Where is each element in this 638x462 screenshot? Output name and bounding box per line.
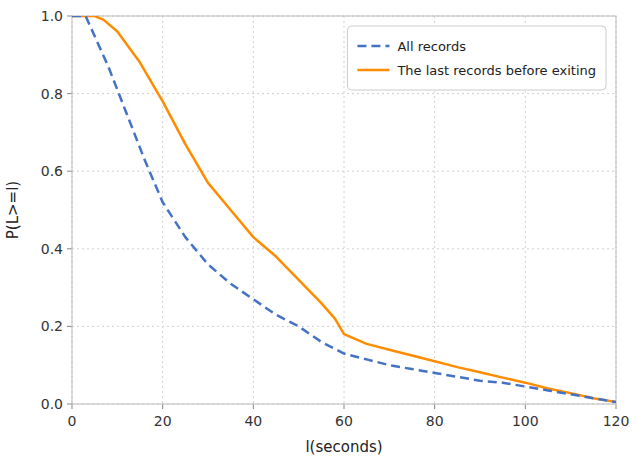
tick-label-x: 20: [154, 413, 172, 429]
legend-handle: [357, 69, 389, 72]
series-line: [72, 16, 616, 402]
tick-x: [525, 404, 526, 409]
axes: 0 20 40 60 80 100 120 0.0 0.2 0.4 0.6 0.8 1.0: [41, 8, 630, 429]
tick-label-y: 1.0: [41, 8, 63, 24]
tick-x: [162, 404, 163, 409]
tick-x: [616, 404, 617, 409]
chart: 0 20 40 60 80 100 120 0.0 0.2 0.4 0.6 0.8 1.0 l(secon…: [0, 0, 638, 462]
grid-line-x: [253, 16, 254, 404]
tick-label-y: 0.8: [41, 86, 63, 102]
tick-label-x: 80: [426, 413, 444, 429]
tick-label-x: 60: [335, 413, 353, 429]
grid-line-x: [162, 16, 163, 404]
x-axis-label: l(seconds): [305, 438, 382, 456]
tick-label-x: 0: [68, 413, 77, 429]
tick-label-x: 40: [244, 413, 262, 429]
tick-y: [67, 93, 72, 94]
grid-line-x: [344, 16, 345, 404]
tick-x: [72, 404, 73, 409]
y-axis-label: P(L>=l): [4, 181, 22, 239]
grid: [72, 16, 616, 404]
tick-label-x: 120: [603, 413, 630, 429]
tick-y: [67, 248, 72, 249]
background: [0, 0, 638, 462]
tick-label-y: 0.2: [41, 318, 63, 334]
tick-y: [67, 171, 72, 172]
grid-line-y: [72, 248, 616, 249]
series-line: [72, 16, 616, 402]
tick-y: [67, 404, 72, 405]
legend-box: [347, 26, 606, 90]
series-group: [72, 16, 616, 402]
legend: All records The last records before exiti…: [347, 26, 606, 90]
tick-x: [344, 404, 345, 409]
tick-label-y: 0.4: [41, 241, 63, 257]
legend-handle: [357, 45, 389, 48]
legend-label: All records: [397, 39, 466, 54]
tick-x: [253, 404, 254, 409]
tick-label-y: 0.0: [41, 396, 63, 412]
tick-x: [434, 404, 435, 409]
tick-y: [67, 326, 72, 327]
grid-line-y: [72, 326, 616, 327]
grid-line-y: [72, 171, 616, 172]
legend-label: The last records before exiting: [396, 63, 596, 78]
tick-label-x: 100: [512, 413, 539, 429]
tick-label-y: 0.6: [41, 163, 63, 179]
plot-frame: [72, 16, 616, 404]
grid-line-y: [72, 93, 616, 94]
tick-y: [67, 16, 72, 17]
